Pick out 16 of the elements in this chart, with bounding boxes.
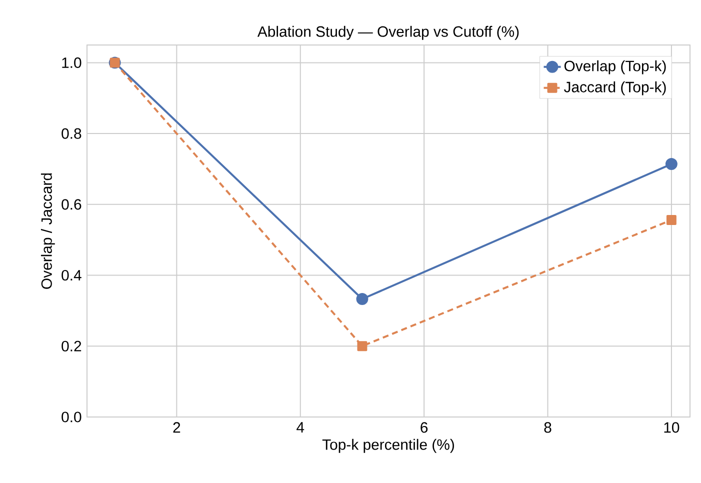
y-tick-label: 0.8 — [62, 128, 82, 139]
y-tick-label: 1.0 — [62, 57, 82, 68]
legend-label: Overlap (Top-k) — [564, 60, 666, 74]
y-tick-label: 0.2 — [62, 340, 82, 352]
chart-title: Ablation Study — Overlap vs Cutoff (%) — [257, 26, 519, 40]
x-tick-label: 4 — [296, 422, 304, 432]
x-tick-label: 10 — [664, 422, 680, 433]
y-tick-label: 0.6 — [62, 199, 82, 210]
x-axis-title: Top-k percentile (%) — [322, 438, 454, 453]
y-axis-title: Overlap / Jaccard — [40, 173, 55, 289]
y-tick-label: 0.4 — [62, 270, 82, 281]
x-tick-label: 6 — [420, 422, 428, 433]
legend-label: Jaccard (Top-k) — [564, 81, 666, 96]
x-tick-label: 8 — [544, 422, 552, 433]
y-tick-label: 0.0 — [62, 412, 82, 422]
x-tick-label: 2 — [173, 422, 180, 433]
